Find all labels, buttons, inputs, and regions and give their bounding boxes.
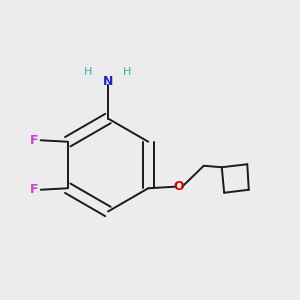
Text: H: H xyxy=(84,67,93,77)
Text: O: O xyxy=(174,180,184,193)
Text: H: H xyxy=(123,67,132,77)
Text: N: N xyxy=(103,75,113,88)
Text: F: F xyxy=(30,183,38,196)
Text: F: F xyxy=(30,134,38,147)
